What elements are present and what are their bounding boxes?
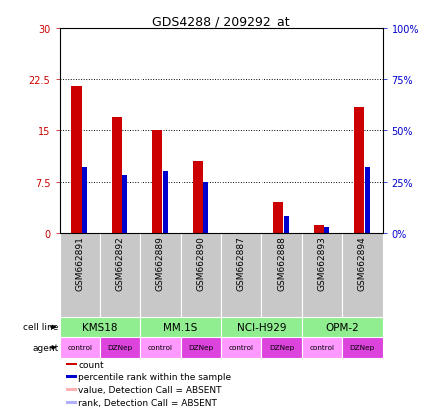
Bar: [112, 117, 122, 233]
Bar: [82, 168, 87, 233]
Bar: [221, 337, 261, 358]
Bar: [163, 172, 168, 233]
Text: DZNep: DZNep: [188, 344, 213, 351]
Text: OPM-2: OPM-2: [325, 322, 359, 332]
Text: rank, Detection Call = ABSENT: rank, Detection Call = ABSENT: [78, 398, 217, 407]
Text: NCI-H929: NCI-H929: [237, 322, 286, 332]
Text: GSM662887: GSM662887: [237, 236, 246, 290]
Bar: [140, 233, 181, 317]
Bar: [60, 317, 140, 337]
Title: GDS4288 / 209292_at: GDS4288 / 209292_at: [152, 15, 290, 28]
Bar: [122, 176, 128, 233]
Text: control: control: [229, 344, 254, 351]
Text: GSM662890: GSM662890: [196, 236, 205, 290]
Text: DZNep: DZNep: [108, 344, 133, 351]
Bar: [203, 182, 208, 233]
Bar: [354, 107, 364, 233]
Bar: [66, 375, 76, 378]
Bar: [342, 337, 382, 358]
Text: value, Detection Call = ABSENT: value, Detection Call = ABSENT: [78, 385, 222, 394]
Text: control: control: [148, 344, 173, 351]
Bar: [342, 233, 382, 317]
Bar: [100, 233, 140, 317]
Bar: [221, 317, 302, 337]
Bar: [324, 227, 329, 233]
Bar: [140, 337, 181, 358]
Text: DZNep: DZNep: [350, 344, 375, 351]
Bar: [181, 233, 221, 317]
Text: agent: agent: [32, 343, 59, 352]
Text: GSM662888: GSM662888: [277, 236, 286, 290]
Text: count: count: [78, 360, 104, 369]
Text: control: control: [309, 344, 334, 351]
Text: cell line: cell line: [23, 323, 59, 332]
Bar: [221, 233, 261, 317]
Bar: [365, 168, 370, 233]
Text: GSM662892: GSM662892: [116, 236, 125, 290]
Bar: [140, 317, 221, 337]
Bar: [181, 337, 221, 358]
Bar: [152, 131, 162, 233]
Text: percentile rank within the sample: percentile rank within the sample: [78, 373, 232, 382]
Bar: [100, 337, 140, 358]
Text: MM.1S: MM.1S: [164, 322, 198, 332]
Text: GSM662894: GSM662894: [358, 236, 367, 290]
Bar: [261, 337, 302, 358]
Bar: [66, 401, 76, 404]
Text: KMS18: KMS18: [82, 322, 118, 332]
Text: GSM662889: GSM662889: [156, 236, 165, 290]
Bar: [60, 233, 100, 317]
Bar: [302, 233, 342, 317]
Bar: [66, 363, 76, 366]
Bar: [261, 233, 302, 317]
Text: GSM662893: GSM662893: [317, 236, 326, 290]
Bar: [193, 162, 203, 233]
Bar: [314, 225, 324, 233]
Text: GSM662891: GSM662891: [75, 236, 84, 290]
Bar: [71, 87, 82, 233]
Bar: [284, 217, 289, 233]
Bar: [302, 317, 382, 337]
Bar: [66, 388, 76, 391]
Bar: [273, 203, 283, 233]
Text: control: control: [67, 344, 92, 351]
Bar: [60, 337, 100, 358]
Text: DZNep: DZNep: [269, 344, 294, 351]
Bar: [302, 337, 342, 358]
